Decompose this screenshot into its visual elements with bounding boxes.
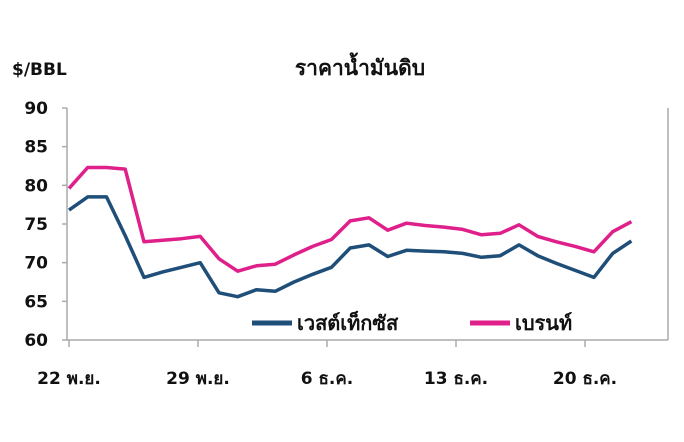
- series-line-wti: [67, 195, 633, 299]
- series-layer: [67, 165, 633, 299]
- chart-title: ราคาน้ำมันดิบ: [295, 52, 425, 80]
- y-tick-label: 85: [24, 138, 48, 158]
- y-tick-label: 70: [24, 254, 48, 274]
- x-axis-ticks: 22 พ.ย. 29 พ.ย. 6 ธ.ค. 13 ธ.ค. 20 ธ.ค.: [37, 340, 617, 389]
- y-tick-label: 90: [24, 99, 48, 119]
- series-line-brent: [67, 165, 633, 273]
- y-axis-ticks: 60 65 70 75 80 85 90: [24, 99, 67, 351]
- y-tick-label: 80: [24, 176, 48, 196]
- x-tick-label: 20 ธ.ค.: [553, 369, 617, 389]
- x-tick-label: 13 ธ.ค.: [424, 369, 488, 389]
- legend-label-wti: เวสต์เท็กซัส: [297, 310, 399, 335]
- y-axis-unit-label: $/BBL: [12, 60, 67, 80]
- y-tick-label: 75: [24, 215, 48, 235]
- x-tick-label: 6 ธ.ค.: [301, 369, 353, 389]
- y-tick-label: 65: [24, 292, 48, 312]
- legend-label-brent: เบรนท์: [515, 311, 572, 335]
- x-tick-label: 29 พ.ย.: [166, 369, 230, 389]
- y-tick-label: 60: [24, 331, 48, 351]
- x-tick-label: 22 พ.ย.: [37, 369, 101, 389]
